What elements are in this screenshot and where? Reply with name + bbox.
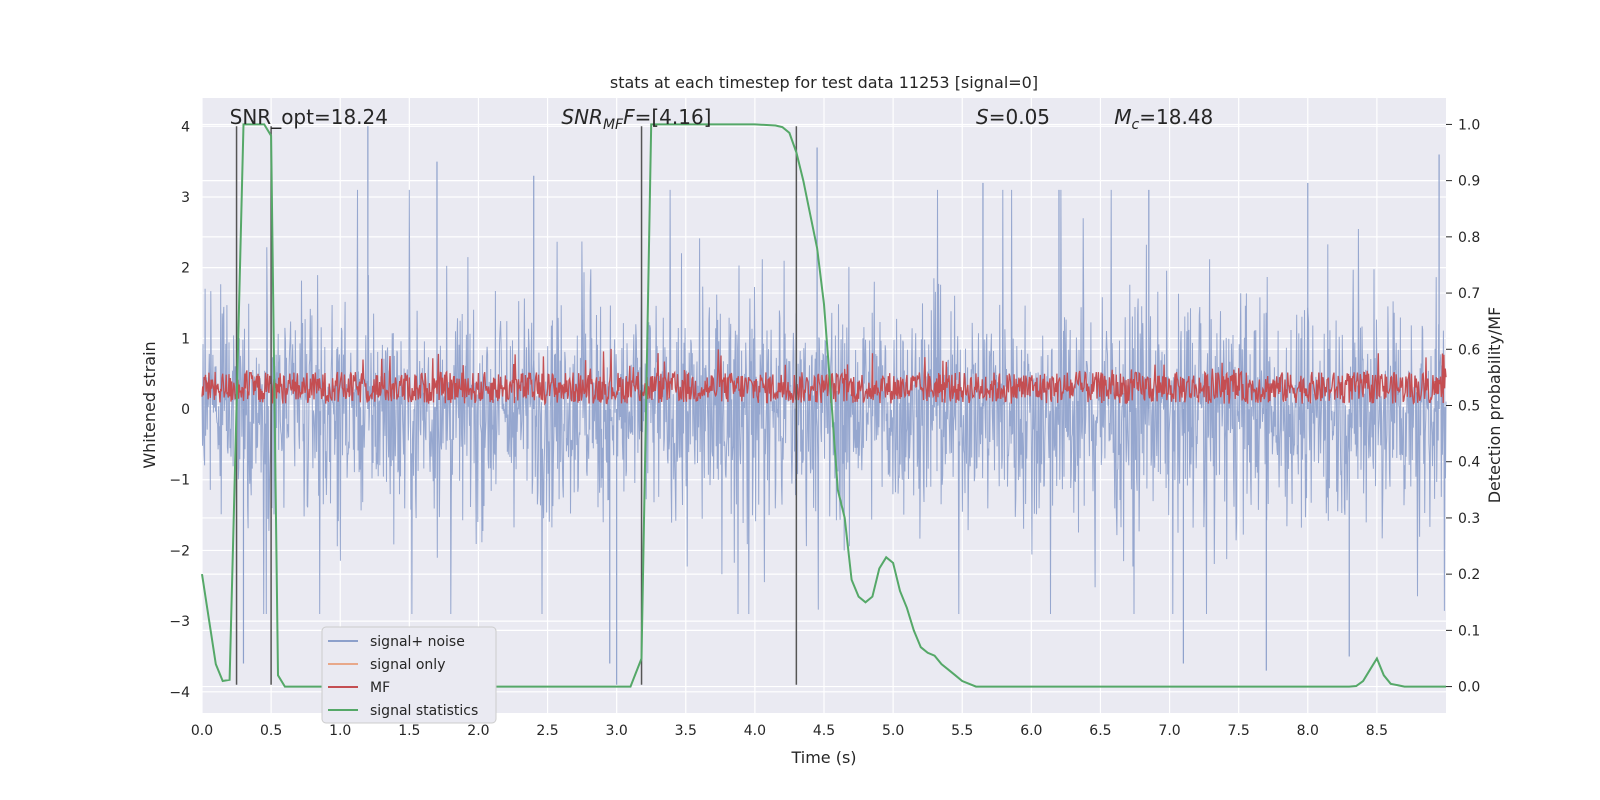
right-y-tick-label: 0.1 — [1458, 623, 1480, 639]
left-y-tick-label: 2 — [181, 261, 190, 277]
vertical-marker-lines — [235, 126, 798, 685]
x-tick-label: 0.0 — [191, 723, 213, 739]
mf-series — [201, 348, 1447, 406]
right-y-tick-label: 1.0 — [1458, 117, 1480, 133]
x-tick-label: 3.5 — [675, 723, 697, 739]
signal-statistics-series — [201, 123, 1446, 688]
legend-label-mf: MF — [370, 680, 390, 696]
x-tick-label: 1.0 — [329, 723, 351, 739]
x-axis-label: Time (s) — [790, 748, 856, 767]
x-tick-label: 7.5 — [1228, 723, 1250, 739]
right-y-axis-ticks: 0.0 0.1 0.2 0.3 0.4 0.5 0.6 0.7 0.8 0.9 1.0 — [1446, 117, 1480, 696]
left-y-tick-label: 1 — [181, 331, 190, 347]
left-y-tick-label: −4 — [169, 685, 190, 701]
right-y-tick-label: 0.3 — [1458, 511, 1480, 527]
x-tick-label: 2.5 — [536, 723, 558, 739]
legend-label-signal-only: signal only — [370, 657, 445, 673]
legend: signal+ noise signal only MF signal stat… — [321, 626, 497, 724]
x-tick-label: 8.0 — [1297, 723, 1319, 739]
x-axis-ticks: 0.0 0.5 1.0 1.5 2.0 2.5 3.0 3.5 4.0 4.5 5.0 5.5 6.0 6… — [191, 723, 1388, 739]
left-y-axis-label: Whitened strain — [140, 341, 159, 468]
right-y-tick-label: 0.9 — [1458, 174, 1480, 190]
mf-line — [201, 348, 1447, 406]
legend-label-signal-statistics: signal statistics — [370, 703, 478, 719]
right-y-tick-label: 0.8 — [1458, 230, 1480, 246]
signal-noise-line — [201, 189, 1447, 615]
mc-annotation: Mc=18.48 — [1114, 105, 1213, 133]
left-y-tick-label: 3 — [181, 190, 190, 206]
chart-title: stats at each timestep for test data 112… — [610, 73, 1038, 92]
x-tick-label: 1.5 — [398, 723, 420, 739]
right-y-tick-label: 0.7 — [1458, 286, 1480, 302]
x-tick-label: 6.0 — [1020, 723, 1042, 739]
annotations: SNR_opt=18.24 SNRMFF=[4.16] S=0.05 Mc=18… — [230, 105, 1214, 133]
right-y-tick-label: 0.5 — [1458, 399, 1480, 415]
x-tick-label: 0.5 — [260, 723, 282, 739]
legend-label-signal-noise: signal+ noise — [370, 634, 465, 650]
left-y-tick-label: −2 — [169, 543, 190, 559]
left-y-tick-label: 0 — [181, 402, 190, 418]
x-tick-label: 4.0 — [744, 723, 766, 739]
signal-statistics-line — [201, 123, 1446, 688]
right-y-tick-label: 0.4 — [1458, 455, 1480, 471]
left-y-axis-ticks: −4 −3 −2 −1 0 1 2 3 4 — [169, 119, 190, 701]
x-tick-label: 5.0 — [882, 723, 904, 739]
x-tick-label: 2.0 — [467, 723, 489, 739]
legend-box — [321, 626, 497, 724]
x-tick-label: 6.5 — [1089, 723, 1111, 739]
left-y-tick-label: −3 — [169, 614, 190, 630]
right-y-tick-label: 0.6 — [1458, 342, 1480, 358]
snr-opt-annotation: SNR_opt=18.24 — [230, 105, 388, 129]
right-y-tick-label: 0.2 — [1458, 567, 1480, 583]
left-y-tick-label: 4 — [181, 119, 190, 135]
x-tick-label: 8.5 — [1366, 723, 1388, 739]
right-y-tick-label: 0.0 — [1458, 680, 1480, 696]
x-tick-label: 4.5 — [813, 723, 835, 739]
x-tick-label: 7.0 — [1158, 723, 1180, 739]
x-tick-label: 5.5 — [951, 723, 973, 739]
snr-mf-annotation: SNRMFF=[4.16] — [561, 105, 711, 133]
left-y-tick-label: −1 — [169, 473, 190, 489]
s-annotation: S=0.05 — [976, 105, 1050, 129]
x-tick-label: 3.0 — [606, 723, 628, 739]
signal-noise-series — [201, 126, 1447, 685]
right-y-axis-label: Detection probability/MF — [1485, 307, 1504, 504]
